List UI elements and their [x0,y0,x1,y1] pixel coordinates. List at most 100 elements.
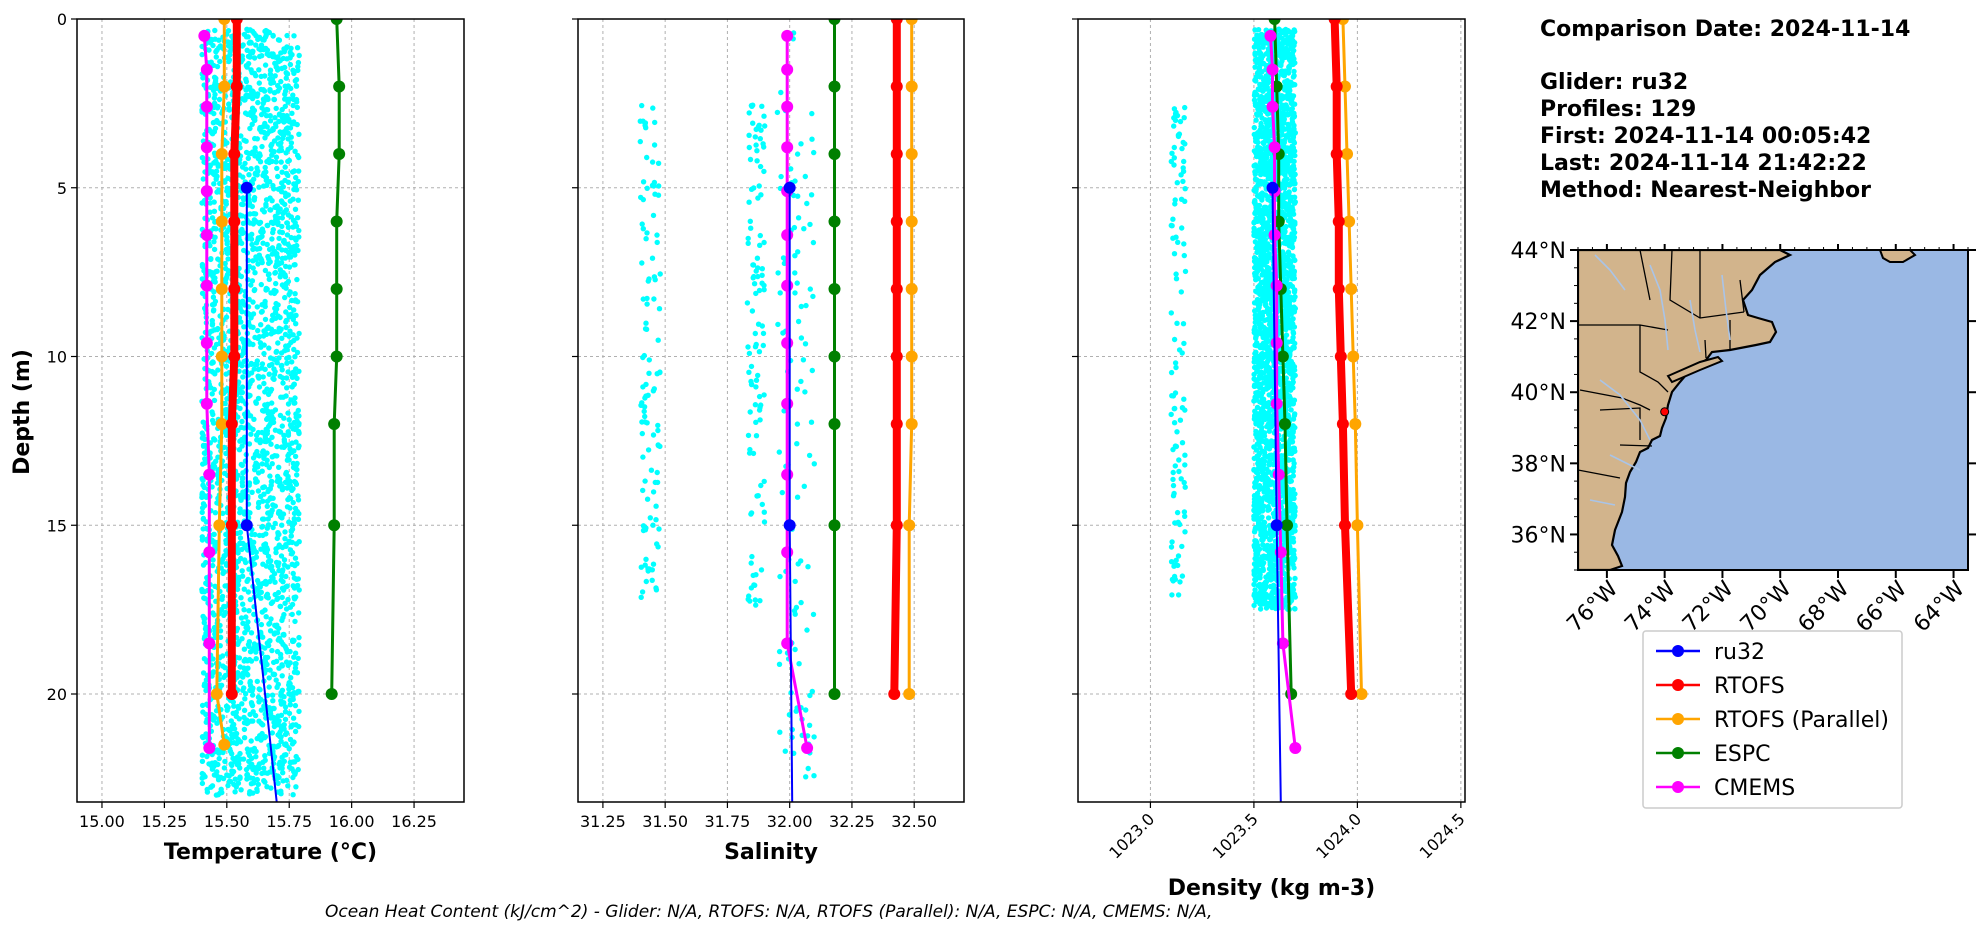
glider-point [237,765,242,770]
glider-point [249,738,254,743]
glider-point [202,616,207,621]
glider-point [257,127,262,132]
glider-point [247,27,252,32]
glider-point [281,239,286,244]
glider-point [280,256,285,261]
glider-point [656,193,661,198]
glider-point [272,288,277,293]
glider-point [760,141,765,146]
glider-point [811,240,816,245]
glider-point [225,176,230,181]
glider-point [272,369,277,374]
glider-point [747,110,752,115]
glider-point [251,748,256,753]
glider-point [257,761,262,766]
glider-point [745,300,750,305]
glider-point [242,557,247,562]
glider-point [293,454,298,459]
glider-point [1265,197,1270,202]
glider-point [656,338,661,343]
glider-point [1172,115,1177,120]
glider-point [651,562,656,567]
glider-point [238,787,243,792]
glider-point [223,451,228,456]
glider-point [228,727,233,732]
glider-point [225,163,230,168]
glider-point [253,399,258,404]
glider-point [760,502,765,507]
glider-point [287,305,292,310]
glider-point [284,318,289,323]
glider-point [280,230,285,235]
glider-point [243,166,248,171]
glider-point [792,290,797,295]
glider-point [200,753,205,758]
glider-point [209,60,214,65]
glider-point [1290,121,1295,126]
glider-point [293,506,298,511]
glider-point [224,238,229,243]
glider-point [284,33,289,38]
glider-point [283,393,288,398]
glider-point [1182,115,1187,120]
glider-point [264,594,269,599]
glider-point [761,114,766,119]
glider-point [255,169,260,174]
glider-point [280,423,285,428]
x-axis-title: Salinity [724,840,818,865]
glider-point [1262,555,1267,560]
glider-point [212,247,217,252]
glider-point [757,123,762,128]
glider-point [223,276,228,281]
glider-point [653,517,658,522]
glider-point [1179,146,1184,151]
glider-point [806,766,811,771]
glider-point [293,651,298,656]
glider-point [260,361,265,366]
glider-point [277,85,282,90]
glider-point [274,251,279,256]
glider-point [255,237,260,242]
glider-point [255,136,260,141]
glider-point [754,268,759,273]
glider-point [271,186,276,191]
glider-point [259,622,264,627]
glider-point [642,419,647,424]
glider-point [812,461,817,466]
glider-point [246,61,251,66]
glider-point [253,713,258,718]
espc-marker [328,418,340,430]
cmems-marker [781,337,793,349]
glider-point [256,488,261,493]
glider-point [1169,592,1174,597]
glider-point [810,689,815,694]
glider-point [200,483,205,488]
glider-point [251,311,256,316]
rtofs-parallel-marker [213,519,225,531]
cmems-marker [781,546,793,558]
glider-point [277,480,282,485]
glider-point [269,327,274,332]
glider-point [1264,121,1269,126]
glider-point [211,289,216,294]
glider-point [293,321,298,326]
glider-point [758,233,763,238]
glider-point [251,211,256,216]
rtofs-parallel-marker [216,216,228,228]
glider-point [278,791,283,796]
glider-point [1182,462,1187,467]
glider-point [749,104,754,109]
glider-point [278,79,283,84]
glider-point [284,659,289,664]
glider-point [287,681,292,686]
glider-point [762,123,767,128]
glider-point [780,490,785,495]
glider-point [1181,165,1186,170]
espc-marker [829,283,841,295]
glider-point [236,582,241,587]
glider-point [229,718,234,723]
glider-point [1169,310,1174,315]
glider-point [263,268,268,273]
glider-point [655,470,660,475]
glider-point [268,495,273,500]
